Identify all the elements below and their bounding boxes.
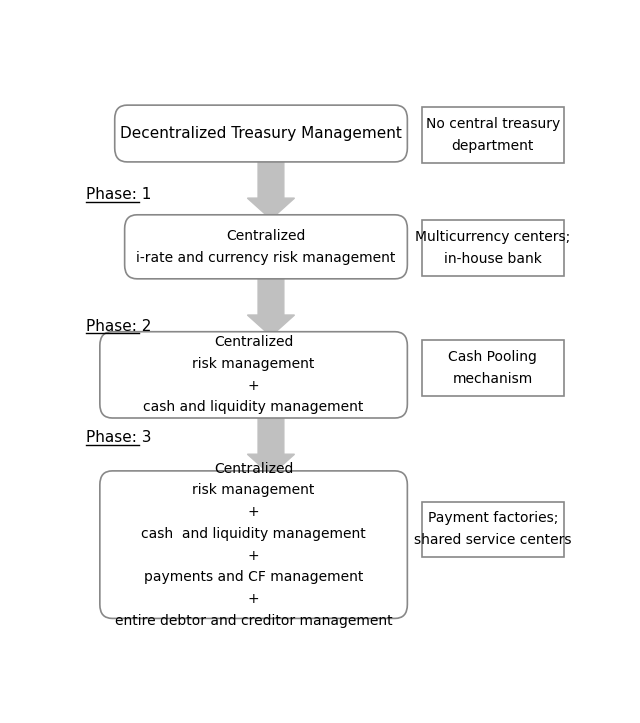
Text: Multicurrency centers;
in-house bank: Multicurrency centers; in-house bank xyxy=(415,231,570,266)
Text: Phase: 1: Phase: 1 xyxy=(86,187,151,202)
FancyBboxPatch shape xyxy=(100,332,408,418)
Text: Centralized
risk management
+
cash and liquidity management: Centralized risk management + cash and l… xyxy=(143,335,364,414)
FancyBboxPatch shape xyxy=(422,502,564,557)
Text: Centralized
i-rate and currency risk management: Centralized i-rate and currency risk man… xyxy=(136,229,396,265)
FancyBboxPatch shape xyxy=(422,340,564,395)
Text: Decentralized Treasury Management: Decentralized Treasury Management xyxy=(120,126,402,141)
FancyBboxPatch shape xyxy=(100,471,408,618)
FancyBboxPatch shape xyxy=(422,221,564,276)
FancyBboxPatch shape xyxy=(422,107,564,163)
Text: Payment factories;
shared service centers: Payment factories; shared service center… xyxy=(414,511,572,547)
Polygon shape xyxy=(248,156,294,219)
Text: No central treasury
department: No central treasury department xyxy=(426,117,560,153)
Text: Phase: 3: Phase: 3 xyxy=(86,430,152,445)
Polygon shape xyxy=(248,412,294,475)
FancyBboxPatch shape xyxy=(125,215,408,279)
FancyBboxPatch shape xyxy=(115,105,407,162)
Text: Phase: 2: Phase: 2 xyxy=(86,319,151,333)
Text: Centralized
risk management
+
cash  and liquidity management
+
payments and CF m: Centralized risk management + cash and l… xyxy=(115,462,392,628)
Text: Cash Pooling
mechanism: Cash Pooling mechanism xyxy=(449,350,538,386)
Polygon shape xyxy=(248,273,294,336)
